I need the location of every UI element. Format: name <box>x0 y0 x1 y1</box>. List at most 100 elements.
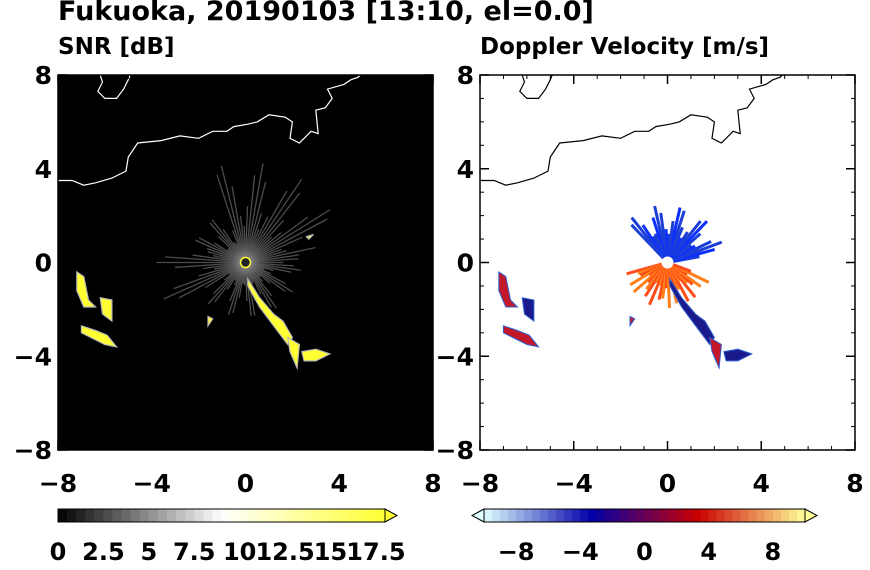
doppler-velocity-fan <box>626 205 723 309</box>
colorbar-bin <box>516 509 525 522</box>
colorbar-bin <box>366 509 377 522</box>
x-tick-label: −8 <box>461 469 499 498</box>
colorbar-extend-min <box>470 508 485 523</box>
colorbar-bin <box>321 509 332 522</box>
colorbar-bin <box>668 509 678 522</box>
colorbar-bin <box>524 509 533 522</box>
colorbar-bin <box>221 509 232 522</box>
snr-x-tick-labels: −8 −4 0 4 8 <box>39 469 442 498</box>
snr-echo <box>207 315 214 328</box>
colorbar-frame <box>483 508 806 523</box>
y-tick-label: −8 <box>14 436 52 465</box>
snr-echo <box>80 324 119 348</box>
figure-title: Fukuoka, 20190103 [13:10, el=0.0] <box>58 0 594 27</box>
snr-clutter-ray <box>245 209 331 264</box>
colorbar-bin <box>492 509 501 522</box>
y-tick-label: 0 <box>35 249 52 278</box>
y-tick-label: −4 <box>14 342 52 371</box>
snr-colorbar-tick-labels: 0 2.5 5 7.5 10 12.5 15 17.5 <box>50 538 406 566</box>
colorbar-frame <box>57 508 386 523</box>
doppler-panel-title: Doppler Velocity [m/s] <box>480 34 770 60</box>
snr-clutter-ray <box>245 219 285 263</box>
colorbar-bin <box>484 509 493 522</box>
snr-radial-clutter <box>156 163 331 316</box>
colorbar-bin <box>772 509 782 522</box>
snr-clutter-ray <box>163 261 246 300</box>
snr-clutter-ray <box>245 216 309 264</box>
snr-clutter-ray <box>245 261 302 271</box>
snr-echo <box>301 348 332 362</box>
colorbar-bin <box>176 509 186 522</box>
colorbar-bin <box>239 509 250 522</box>
colorbar-bin <box>644 509 654 522</box>
colorbar-bin <box>339 509 350 522</box>
snr-clutter-ray <box>178 261 246 299</box>
x-tick-label: −4 <box>555 469 593 498</box>
colorbar-bin <box>684 509 694 522</box>
y-tick-label: −4 <box>436 342 474 371</box>
doppler-coastline <box>480 75 784 186</box>
colorbar-tick-label: 17.5 <box>346 538 405 566</box>
snr-echo <box>286 336 301 371</box>
colorbar-tick-label: 0 <box>636 538 653 566</box>
colorbar-bin <box>604 509 614 522</box>
x-tick-label: −8 <box>39 469 77 498</box>
doppler-y-tick-labels: 8 4 0 −4 −8 <box>436 61 474 465</box>
colorbar-extend-max <box>384 508 399 523</box>
colorbar-bin <box>732 509 742 522</box>
colorbar-bin <box>148 509 159 522</box>
x-tick-label: 4 <box>753 469 770 498</box>
coastline-segment <box>58 75 362 186</box>
colorbar-tick-label: 0 <box>50 538 67 566</box>
colorbar-bin <box>58 509 68 522</box>
snr-clutter-ray <box>245 261 294 267</box>
colorbar-tick-label: −4 <box>562 538 599 566</box>
doppler-colorbar-tick-labels: −8 −4 0 4 8 <box>498 538 782 566</box>
colorbar-bin <box>257 509 268 522</box>
snr-clutter-ray <box>244 181 267 263</box>
colorbar-tick-label: −8 <box>498 538 535 566</box>
colorbar-bin <box>612 509 622 522</box>
colorbar-bin <box>139 509 150 522</box>
colorbar-bin <box>248 509 259 522</box>
snr-coastline <box>58 75 362 186</box>
snr-echo-regions <box>76 233 332 371</box>
snr-echo <box>99 296 113 323</box>
colorbar-bin <box>94 509 105 522</box>
snr-clutter-ray <box>244 192 301 263</box>
colorbar-bin <box>112 509 123 522</box>
doppler-axis-ticks <box>479 74 856 451</box>
colorbar-bin <box>76 509 86 522</box>
snr-clutter-ray <box>244 175 256 263</box>
coastline-segment <box>519 75 553 100</box>
colorbar-bin <box>780 509 790 522</box>
x-tick-label: −4 <box>133 469 171 498</box>
snr-clutter-ray <box>216 174 247 263</box>
snr-panel: −8 −4 0 4 8 8 4 0 −4 −8 0 2.5 5 7.5 10 12.5 15 17.5 <box>14 61 442 566</box>
snr-clutter-ray <box>245 236 303 264</box>
snr-echo <box>76 270 97 308</box>
colorbar-bin <box>740 509 750 522</box>
colorbar-bin <box>580 509 589 522</box>
colorbar-bin <box>203 509 214 522</box>
colorbar-bin <box>532 509 541 522</box>
colorbar-bin <box>266 509 277 522</box>
snr-clutter-ray <box>244 206 249 263</box>
snr-echo <box>305 233 314 240</box>
colorbar-bin <box>276 509 286 522</box>
snr-clutter-ray <box>173 261 246 290</box>
colorbar-bin <box>756 509 766 522</box>
colorbar-bin <box>312 509 323 522</box>
colorbar-bin <box>330 509 341 522</box>
colorbar-bin <box>230 509 241 522</box>
colorbar-bin <box>157 509 168 522</box>
colorbar-bin <box>660 509 670 522</box>
colorbar-tick-label: 4 <box>700 538 717 566</box>
colorbar-bin <box>724 509 734 522</box>
colorbar-bin <box>572 509 581 522</box>
radar-site-marker <box>239 256 252 269</box>
colorbar-tick-label: 12.5 <box>255 538 314 566</box>
doppler-echo <box>521 297 535 323</box>
snr-clutter-ray <box>165 256 246 264</box>
